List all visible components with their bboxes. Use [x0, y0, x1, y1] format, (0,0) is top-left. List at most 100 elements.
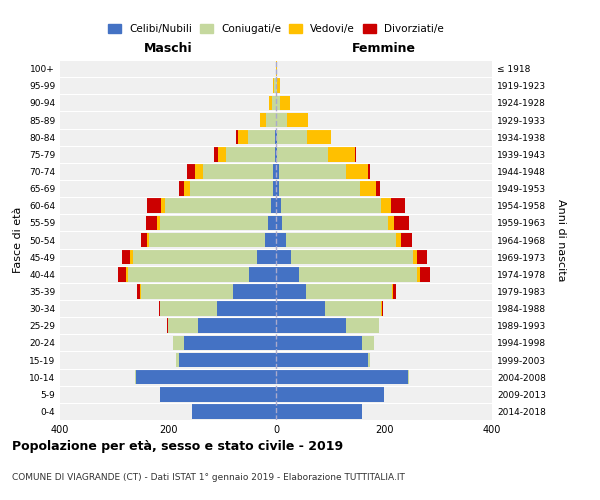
- Bar: [277, 130, 307, 144]
- Bar: [149, 232, 265, 248]
- Bar: [413, 250, 417, 264]
- Bar: [281, 198, 382, 213]
- Bar: [141, 232, 148, 248]
- Bar: [235, 130, 238, 144]
- Bar: [397, 232, 401, 248]
- Bar: [184, 182, 190, 196]
- Bar: [272, 96, 276, 110]
- Bar: [277, 147, 328, 162]
- Bar: [276, 267, 299, 281]
- Bar: [392, 284, 393, 298]
- Bar: [148, 198, 161, 213]
- Bar: [291, 250, 413, 264]
- Bar: [122, 250, 130, 264]
- Bar: [184, 336, 276, 350]
- Bar: [166, 198, 271, 213]
- Bar: [198, 318, 276, 333]
- Bar: [274, 78, 276, 93]
- Bar: [187, 164, 195, 178]
- Bar: [408, 370, 409, 384]
- Bar: [193, 404, 276, 418]
- Text: Maschi: Maschi: [143, 42, 193, 55]
- Bar: [394, 216, 409, 230]
- Bar: [276, 216, 283, 230]
- Bar: [275, 147, 276, 162]
- Bar: [346, 164, 368, 178]
- Bar: [179, 352, 276, 368]
- Bar: [130, 250, 133, 264]
- Bar: [276, 284, 306, 298]
- Bar: [136, 370, 276, 384]
- Bar: [190, 182, 274, 196]
- Bar: [133, 250, 257, 264]
- Bar: [276, 198, 281, 213]
- Bar: [280, 96, 290, 110]
- Bar: [257, 250, 276, 264]
- Bar: [268, 216, 276, 230]
- Bar: [140, 284, 141, 298]
- Bar: [376, 182, 380, 196]
- Text: Femmine: Femmine: [352, 42, 416, 55]
- Bar: [368, 164, 370, 178]
- Bar: [401, 232, 412, 248]
- Bar: [346, 318, 379, 333]
- Bar: [360, 182, 376, 196]
- Bar: [393, 284, 396, 298]
- Bar: [276, 404, 362, 418]
- Bar: [276, 164, 278, 178]
- Bar: [127, 267, 128, 281]
- Bar: [276, 352, 368, 368]
- Bar: [286, 232, 397, 248]
- Bar: [134, 370, 136, 384]
- Text: Popolazione per età, sesso e stato civile - 2019: Popolazione per età, sesso e stato civil…: [12, 440, 343, 453]
- Bar: [176, 352, 179, 368]
- Bar: [276, 387, 384, 402]
- Bar: [276, 96, 280, 110]
- Bar: [276, 302, 325, 316]
- Bar: [418, 267, 420, 281]
- Bar: [248, 130, 275, 144]
- Bar: [203, 164, 274, 178]
- Bar: [276, 232, 286, 248]
- Bar: [141, 284, 233, 298]
- Bar: [276, 182, 278, 196]
- Bar: [417, 250, 427, 264]
- Bar: [226, 147, 275, 162]
- Bar: [269, 96, 272, 110]
- Bar: [159, 302, 160, 316]
- Bar: [128, 267, 249, 281]
- Bar: [137, 284, 140, 298]
- Bar: [276, 147, 277, 162]
- Bar: [179, 182, 184, 196]
- Bar: [271, 198, 276, 213]
- Bar: [260, 112, 266, 128]
- Bar: [274, 182, 276, 196]
- Bar: [276, 336, 362, 350]
- Bar: [173, 336, 184, 350]
- Bar: [276, 130, 277, 144]
- Bar: [276, 112, 287, 128]
- Bar: [328, 147, 355, 162]
- Legend: Celibi/Nubili, Coniugati/e, Vedovi/e, Divorziati/e: Celibi/Nubili, Coniugati/e, Vedovi/e, Di…: [106, 22, 446, 36]
- Bar: [283, 216, 388, 230]
- Bar: [265, 232, 276, 248]
- Bar: [266, 112, 276, 128]
- Y-axis label: Anni di nascita: Anni di nascita: [556, 198, 566, 281]
- Bar: [388, 216, 394, 230]
- Text: COMUNE DI VIAGRANDE (CT) - Dati ISTAT 1° gennaio 2019 - Elaborazione TUTTITALIA.: COMUNE DI VIAGRANDE (CT) - Dati ISTAT 1°…: [12, 472, 405, 482]
- Bar: [276, 250, 291, 264]
- Bar: [325, 302, 382, 316]
- Bar: [278, 182, 360, 196]
- Bar: [299, 267, 418, 281]
- Bar: [160, 302, 217, 316]
- Bar: [382, 198, 391, 213]
- Bar: [214, 147, 218, 162]
- Bar: [238, 130, 248, 144]
- Bar: [148, 232, 149, 248]
- Bar: [277, 78, 280, 93]
- Bar: [274, 164, 276, 178]
- Bar: [391, 198, 404, 213]
- Bar: [276, 370, 408, 384]
- Bar: [168, 318, 198, 333]
- Bar: [167, 318, 168, 333]
